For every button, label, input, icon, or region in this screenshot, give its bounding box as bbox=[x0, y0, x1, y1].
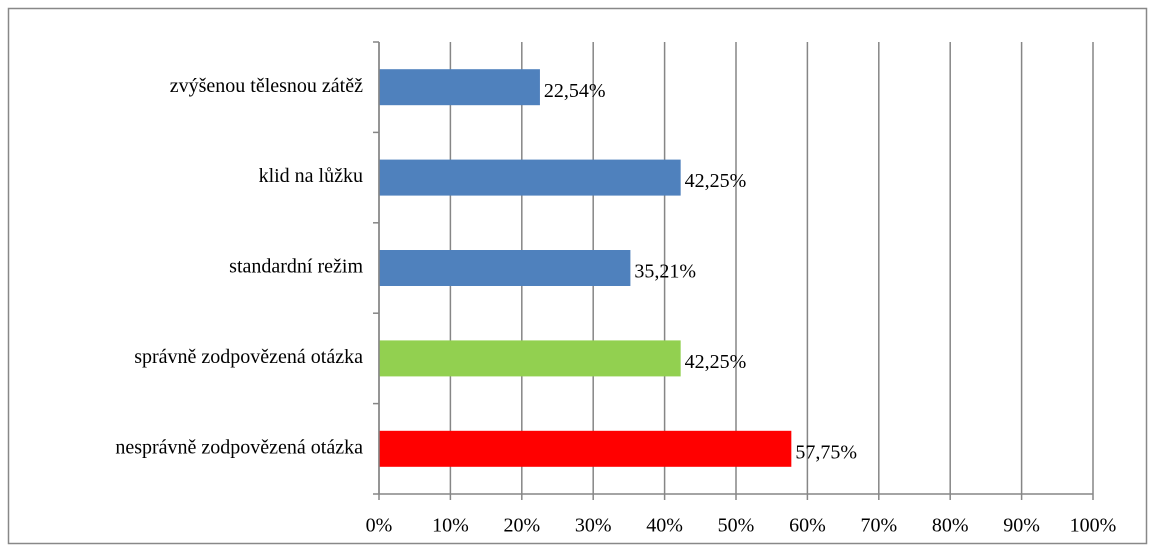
x-tick-label: 40% bbox=[646, 515, 683, 537]
y-tick-label: standardní režim bbox=[229, 256, 363, 278]
x-tick-label: 20% bbox=[503, 515, 540, 537]
x-tick-label: 60% bbox=[789, 515, 826, 537]
y-tick-label: klid na lůžku bbox=[259, 165, 363, 187]
value-label: 35,21% bbox=[634, 261, 696, 283]
y-tick-label: nesprávně zodpovězená otázka bbox=[115, 436, 363, 458]
x-tick-label: 30% bbox=[575, 515, 612, 537]
x-tick-label: 50% bbox=[718, 515, 755, 537]
value-label: 57,75% bbox=[795, 441, 857, 463]
x-tick-label: 70% bbox=[860, 515, 897, 537]
value-label: 42,25% bbox=[685, 351, 747, 373]
x-tick-label: 80% bbox=[932, 515, 969, 537]
y-tick-label: správně zodpovězená otázka bbox=[134, 346, 363, 368]
value-label: 42,25% bbox=[685, 170, 747, 192]
value-label: 22,54% bbox=[544, 80, 606, 102]
x-tick-label: 100% bbox=[1070, 515, 1117, 537]
bar bbox=[379, 159, 681, 196]
x-tick-label: 90% bbox=[1003, 515, 1040, 537]
x-tick-label: 0% bbox=[366, 515, 393, 537]
x-tick-label: 10% bbox=[432, 515, 469, 537]
bar bbox=[379, 340, 681, 377]
bar bbox=[379, 430, 792, 467]
y-tick-label: zvýšenou tělesnou zátěž bbox=[170, 75, 363, 97]
bar bbox=[379, 250, 631, 286]
bar bbox=[379, 69, 540, 106]
